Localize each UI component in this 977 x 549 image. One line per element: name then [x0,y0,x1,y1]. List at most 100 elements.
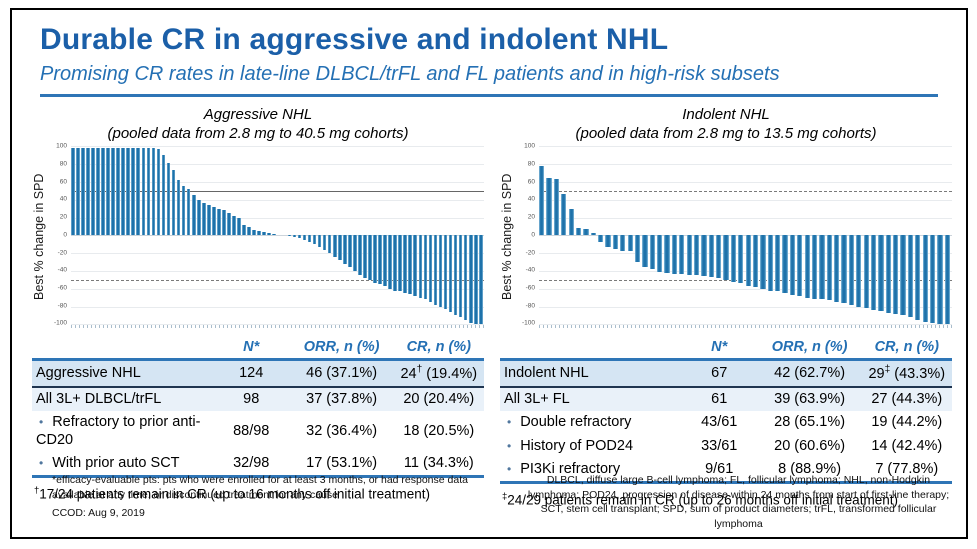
table-footnote-indolent: ‡24/29 patients remain in CR (up to 26 m… [502,490,898,508]
gridline [71,181,484,183]
waterfall-bar [553,179,560,236]
gridline [71,270,484,272]
y-tick-label: 80 [59,160,67,168]
y-tick-label: 60 [59,178,67,186]
orr-value: 39 (63.9%) [774,391,846,408]
bullet-icon: • [39,455,44,470]
waterfall-bar [282,234,287,236]
y-tick-label: -40 [57,266,67,274]
cr-value: 24† (19.4%) [400,364,478,383]
n-value: 98 [243,391,260,408]
reference-line [71,279,484,281]
waterfall-bar [312,235,317,245]
gridline [71,146,484,148]
header-row: N* ORR, n (%) CR, n (%) [500,338,952,360]
waterfall-bar [141,148,146,236]
waterfall-bar [91,148,95,236]
waterfall-bar [937,235,943,325]
efficacy-note: *efficacy-evaluable pts: pts who were en… [52,474,468,501]
table-row: Aggressive NHL 124 46 (37.1%) 24† (19.4%) [32,359,484,388]
waterfall-bar [893,235,899,314]
waterfall-bar [478,235,483,325]
waterfall-bar [679,235,685,274]
results-table-aggressive: N* ORR, n (%) CR, n (%) Aggressive NHL 124 46… [32,338,484,478]
waterfall-bar [378,235,382,285]
plot-column [71,146,484,329]
waterfall-bar [708,235,714,278]
waterfall-bar [403,235,408,294]
gridline [71,217,484,219]
content-panels: Aggressive NHL (pooled data from 2.8 mg … [12,97,966,507]
waterfall-chart-indolent: Best % change in SPD 100 80 60 40 20 0 -20 -40 -… [500,143,952,329]
gridline [71,164,484,166]
waterfall-bar [146,148,151,236]
gridline [539,324,952,326]
waterfall-bar [156,149,161,236]
waterfall-bar [642,235,648,267]
waterfall-bar [819,235,825,300]
waterfall-bar [227,213,231,236]
title-divider [40,94,938,97]
reference-line [71,190,484,192]
orr-value: 28 (65.1%) [774,414,846,431]
waterfall-bar [161,155,166,236]
waterfall-bar [649,235,655,270]
waterfall-bar [353,235,357,271]
chart-title-line2: (pooled data from 2.8 mg to 13.5 mg coho… [575,125,877,143]
slide-frame: Durable CR in aggressive and indolent NH… [10,8,968,539]
y-tick-label: -100 [53,319,67,327]
plot-area [539,146,952,326]
y-tick-label: 100 [56,142,67,150]
y-tick-label: 0 [531,231,535,239]
waterfall-bar [834,235,840,303]
waterfall-bar [292,235,297,238]
footer-left: *efficacy-evaluable pts: pts who were en… [52,473,497,531]
x-axis-ticks [539,324,952,329]
waterfall-bar [438,235,443,307]
waterfall-bar [907,235,914,318]
y-tick-label: 60 [527,178,535,186]
waterfall-bar [191,195,196,236]
waterfall-bar [598,235,604,243]
waterfall-bar [131,148,136,236]
row-label: • History of POD24 [507,437,634,454]
y-tick-label: 80 [527,160,535,168]
row-label: All 3L+ DLBCL/trFL [36,391,162,408]
chart-title-line2: (pooled data from 2.8 mg to 40.5 mg coho… [107,125,409,143]
waterfall-bar [368,235,372,280]
column-header [500,338,681,360]
waterfall-bar [671,235,678,274]
waterfall-bar [568,208,574,236]
reference-line [539,190,952,192]
waterfall-bar [811,235,818,299]
waterfall-bar [151,148,156,236]
waterfall-bar [900,235,906,316]
waterfall-bar [423,235,428,300]
waterfall-bar [71,148,75,236]
row-label: • Refractory to prior anti-CD20 [36,414,201,448]
n-value: 43/61 [701,414,738,431]
waterfall-bar [76,148,80,236]
results-table-indolent: N* ORR, n (%) CR, n (%) Indolent NHL 67 42 (6… [500,338,952,484]
waterfall-bar [196,199,201,236]
waterfall-bar [171,170,176,236]
orr-value: 17 (53.1%) [306,454,378,471]
waterfall-bar [166,163,171,236]
waterfall-bar [443,235,448,310]
waterfall-bar [944,235,950,325]
waterfall-bar [272,233,277,236]
waterfall-bar [408,235,413,295]
waterfall-bar [232,215,236,236]
waterfall-bar [915,235,921,320]
waterfall-bar [612,235,619,249]
cr-value: 11 (34.3%) [403,454,474,471]
table-row: • Double refractory 43/61 28 (65.1%) 19 (44.… [500,411,952,434]
chart-title-indolent: Indolent NHL (pooled data from 2.8 mg to… [500,105,952,143]
waterfall-bar [307,235,312,243]
waterfall-bar [302,235,307,240]
orr-value: 32 (36.4%) [306,422,378,439]
column-header: CR, n (%) [874,339,939,356]
waterfall-bar [181,185,186,236]
cr-value: 29‡ (43.3%) [868,364,946,383]
waterfall-bar [126,148,131,236]
